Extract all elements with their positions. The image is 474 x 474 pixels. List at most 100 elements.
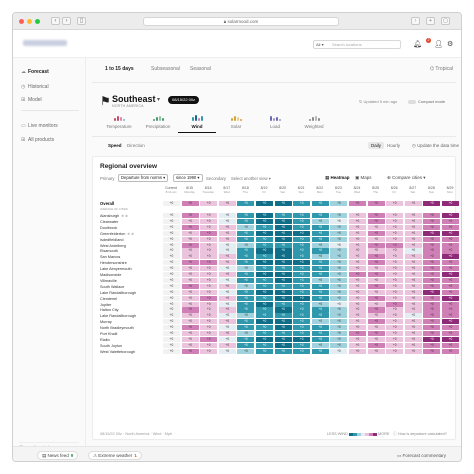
- heatmap-cell[interactable]: +0: [274, 248, 292, 254]
- heatmap-cell[interactable]: +0: [386, 260, 404, 266]
- date-column-header[interactable]: 8/29 Mon: [441, 186, 459, 194]
- heatmap-cell[interactable]: +0: [404, 313, 422, 319]
- heatmap-cell[interactable]: +0: [404, 319, 422, 325]
- heatmap-cell[interactable]: +0: [367, 218, 385, 225]
- city-name[interactable]: Alansburgh ⊕ ⊗: [100, 213, 128, 219]
- heatmap-cell[interactable]: +0: [256, 236, 273, 242]
- heatmap-cell[interactable]: +0: [330, 218, 348, 225]
- date-column-header[interactable]: 8/23 Tue: [329, 186, 347, 194]
- heatmap-cell[interactable]: +0: [237, 336, 255, 343]
- back-arrow-icon[interactable]: ‹: [51, 17, 60, 25]
- current-column-header[interactable]: Current 8:14 am: [162, 186, 180, 194]
- heatmap-cell[interactable]: +0: [349, 260, 366, 266]
- close-window-icon[interactable]: [19, 19, 24, 24]
- heatmap-cell[interactable]: +0: [200, 260, 218, 266]
- settings-gear-icon[interactable]: ⚙: [447, 41, 454, 48]
- heatmap-cell[interactable]: +0: [311, 331, 329, 337]
- heatmap-cell[interactable]: +0: [349, 230, 366, 236]
- heatmap-cell[interactable]: +0: [256, 213, 273, 219]
- heatmap-cell[interactable]: +0: [200, 325, 218, 331]
- heatmap-cell[interactable]: +0: [442, 342, 459, 348]
- heatmap-cell[interactable]: +0: [256, 254, 273, 260]
- heatmap-cell[interactable]: +0: [330, 272, 348, 278]
- heatmap-cell[interactable]: +0: [404, 336, 422, 343]
- subtab-speed[interactable]: Speed: [108, 143, 122, 148]
- heatmap-cell[interactable]: +0: [256, 224, 273, 230]
- heatmap-cell[interactable]: +0: [404, 254, 422, 260]
- heatmap-cell[interactable]: +0: [293, 277, 311, 284]
- heatmap-cell[interactable]: +0: [423, 336, 441, 343]
- heatmap-cell[interactable]: +0: [200, 342, 218, 348]
- heatmap-cell[interactable]: +0: [349, 201, 366, 207]
- heatmap-cell[interactable]: +0: [386, 218, 404, 225]
- heatmap-cell[interactable]: +0: [181, 248, 199, 254]
- heatmap-cell[interactable]: +0: [274, 224, 292, 230]
- zoom-window-icon[interactable]: [35, 19, 40, 24]
- heatmap-cell[interactable]: +0: [349, 213, 366, 219]
- heatmap-cell[interactable]: +0: [181, 218, 199, 225]
- heatmap-cell[interactable]: +0: [237, 301, 255, 307]
- heatmap-cell[interactable]: +0: [181, 319, 199, 325]
- heatmap-cell[interactable]: +0: [423, 242, 441, 248]
- heatmap-cell[interactable]: +0: [311, 307, 329, 313]
- minimize-window-icon[interactable]: [27, 19, 32, 24]
- heatmap-cell[interactable]: +0: [181, 289, 199, 295]
- heatmap-cell[interactable]: +0: [237, 342, 255, 348]
- heatmap-cell[interactable]: +0: [367, 283, 385, 289]
- share-icon[interactable]: ↑: [411, 17, 420, 25]
- heatmap-cell[interactable]: +0: [423, 342, 441, 348]
- variable-tab-load[interactable]: Load: [256, 115, 294, 133]
- heatmap-cell[interactable]: +0: [349, 289, 366, 295]
- seg-hourly[interactable]: Hourly: [387, 143, 401, 148]
- date-column-header[interactable]: 8/25 Thu: [367, 186, 385, 194]
- variable-tab-precipitation[interactable]: Precipitation: [139, 115, 177, 133]
- subtab-direction[interactable]: Direction: [127, 143, 145, 148]
- heatmap-cell[interactable]: +0: [256, 348, 273, 354]
- heatmap-cell[interactable]: +0: [311, 348, 329, 354]
- heatmap-cell[interactable]: +0: [442, 295, 459, 301]
- heatmap-cell[interactable]: +0: [274, 213, 292, 219]
- heatmap-cell[interactable]: +0: [237, 248, 255, 254]
- heatmap-cell[interactable]: +0: [237, 260, 255, 266]
- seg-daily[interactable]: Daily: [368, 142, 385, 149]
- heatmap-cell[interactable]: +0: [442, 272, 459, 278]
- heatmap-cell[interactable]: +0: [442, 277, 459, 284]
- heatmap-cell[interactable]: +0: [218, 277, 236, 284]
- variable-tab-weighted[interactable]: Weighted: [295, 115, 333, 133]
- heatmap-cell[interactable]: +0: [330, 224, 348, 230]
- heatmap-cell[interactable]: +0: [274, 201, 292, 207]
- heatmap-cell[interactable]: +0: [423, 213, 441, 219]
- heatmap-cell[interactable]: +0: [293, 283, 311, 289]
- sidebar-item-historical[interactable]: ◷ Historical: [21, 84, 49, 90]
- heatmap-cell[interactable]: +0: [237, 313, 255, 319]
- heatmap-cell[interactable]: +0: [237, 230, 255, 236]
- heatmap-cell[interactable]: +0: [200, 313, 218, 319]
- heatmap-cell[interactable]: +0: [367, 236, 385, 242]
- heatmap-cell[interactable]: +0: [386, 319, 404, 325]
- heatmap-cell[interactable]: +0: [181, 348, 199, 354]
- heatmap-cell[interactable]: +0: [274, 260, 292, 266]
- heatmap-cell[interactable]: +0: [442, 230, 459, 236]
- heatmap-cell[interactable]: +0: [442, 325, 459, 331]
- search-input[interactable]: Search locations: [332, 42, 362, 47]
- heatmap-cell[interactable]: +0: [386, 213, 404, 219]
- heatmap-cell[interactable]: +0: [386, 336, 404, 343]
- city-name[interactable]: North Bradleymouth: [100, 325, 134, 331]
- heatmap-cell[interactable]: +0: [442, 348, 459, 354]
- date-column-header[interactable]: 8/27 Sat: [404, 186, 422, 194]
- heatmap-cell[interactable]: +0: [218, 254, 236, 260]
- heatmap-cell[interactable]: +0: [367, 307, 385, 313]
- heatmap-cell[interactable]: +0: [330, 331, 348, 337]
- heatmap-cell[interactable]: +0: [423, 331, 441, 337]
- heatmap-cell[interactable]: +0: [349, 242, 366, 248]
- date-column-header[interactable]: 8/16 Tuesday: [199, 186, 217, 194]
- date-column-header[interactable]: 8/28 Sun: [422, 186, 440, 194]
- heatmap-cell[interactable]: +0: [349, 348, 366, 354]
- heatmap-cell[interactable]: +0: [404, 331, 422, 337]
- heatmap-cell[interactable]: +0: [237, 272, 255, 278]
- heatmap-cell[interactable]: +0: [349, 254, 366, 260]
- heatmap-cell[interactable]: +0: [386, 236, 404, 242]
- heatmap-cell[interactable]: +0: [218, 266, 236, 272]
- heatmap-cell[interactable]: +0: [200, 283, 218, 289]
- heatmap-cell[interactable]: +0: [349, 319, 366, 325]
